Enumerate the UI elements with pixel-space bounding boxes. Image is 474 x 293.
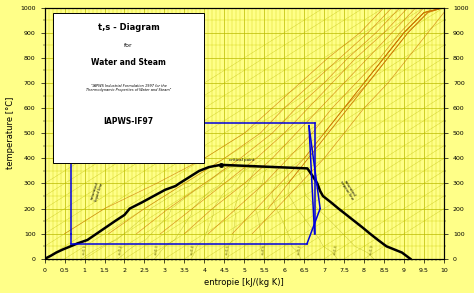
Text: x=0.4: x=0.4 xyxy=(190,244,195,255)
Text: x=0.8: x=0.8 xyxy=(333,244,338,255)
Text: saturated
liquid line: saturated liquid line xyxy=(90,181,104,202)
Text: x=0.9: x=0.9 xyxy=(369,244,374,255)
FancyBboxPatch shape xyxy=(53,13,204,163)
Y-axis label: temperature [°C]: temperature [°C] xyxy=(6,97,15,169)
Text: for: for xyxy=(124,43,133,48)
Text: Water and Steam: Water and Steam xyxy=(91,58,166,67)
Text: x=0.3: x=0.3 xyxy=(154,244,160,255)
Text: x=0.1: x=0.1 xyxy=(82,244,88,255)
Text: saturated
vapour line: saturated vapour line xyxy=(338,178,357,201)
X-axis label: entropie [kJ/(kg K)]: entropie [kJ/(kg K)] xyxy=(204,278,284,287)
Text: x=0.5: x=0.5 xyxy=(225,244,231,255)
Text: t,s - Diagram: t,s - Diagram xyxy=(98,23,159,32)
Text: critical point: critical point xyxy=(229,158,254,162)
Text: "IAPWS Industrial Formulation 1997 for the
Thermodynamic Properties of Water and: "IAPWS Industrial Formulation 1997 for t… xyxy=(86,84,171,92)
Text: x=0.7: x=0.7 xyxy=(297,244,303,255)
Text: IAPWS-IF97: IAPWS-IF97 xyxy=(103,117,154,126)
Text: x=0.2: x=0.2 xyxy=(118,244,124,255)
Text: x=0.6: x=0.6 xyxy=(261,244,267,255)
